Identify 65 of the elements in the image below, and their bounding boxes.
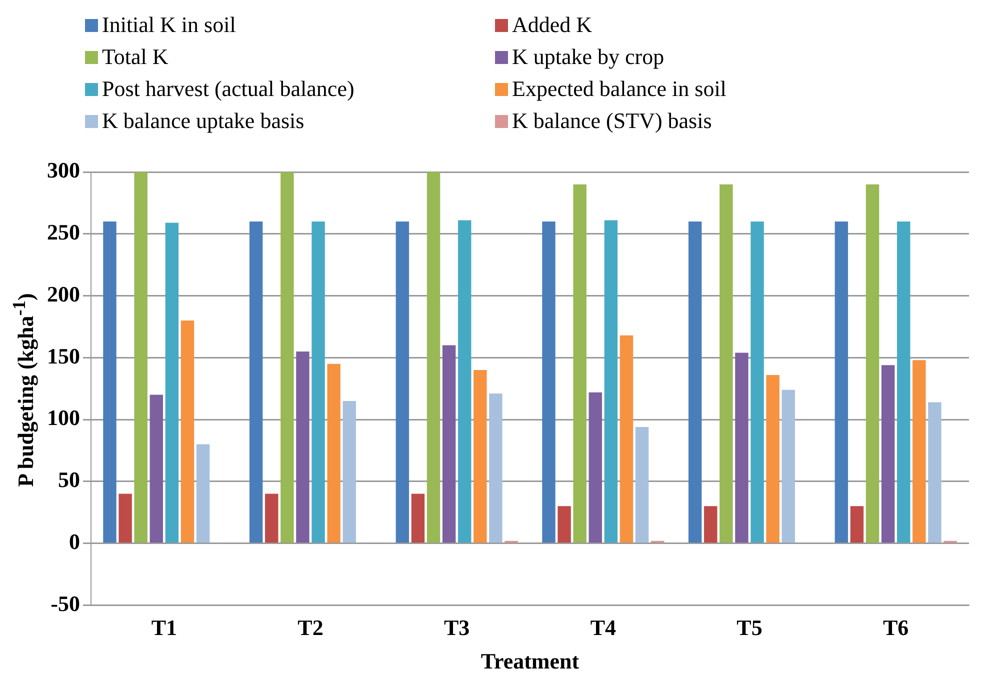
bar xyxy=(542,222,556,543)
bar xyxy=(912,360,926,543)
legend-label: Total K xyxy=(102,44,168,70)
y-tick-label: 100 xyxy=(47,405,80,430)
bar xyxy=(635,426,649,543)
y-tick-label: -50 xyxy=(50,590,80,616)
bar xyxy=(180,320,194,543)
y-tick-label: 150 xyxy=(47,343,80,368)
bar xyxy=(103,222,116,543)
bar xyxy=(897,222,910,543)
bar xyxy=(866,184,880,543)
bar xyxy=(928,402,942,543)
bar xyxy=(396,222,410,543)
bar xyxy=(704,506,718,543)
bar xyxy=(834,222,848,543)
y-tick-label: 50 xyxy=(58,467,80,492)
bar xyxy=(411,494,425,543)
bar xyxy=(750,222,764,543)
bar xyxy=(150,394,163,543)
bar xyxy=(458,220,472,543)
bar xyxy=(620,335,634,543)
bar xyxy=(850,506,864,543)
x-tick-label: T5 xyxy=(736,615,762,640)
bar xyxy=(604,220,618,543)
y-tick-label: 250 xyxy=(47,220,80,245)
bar xyxy=(489,394,502,543)
bar xyxy=(296,351,310,543)
x-tick-label: T4 xyxy=(590,615,616,640)
bar xyxy=(426,172,440,543)
x-tick-label: T1 xyxy=(151,615,178,640)
bar xyxy=(558,506,571,543)
bar xyxy=(118,494,132,543)
bar xyxy=(342,400,356,543)
legend-label: K balance uptake basis xyxy=(102,108,304,134)
bar xyxy=(766,374,780,543)
bar xyxy=(327,364,340,543)
bar xyxy=(720,184,733,543)
legend-label: Added K xyxy=(512,12,592,38)
bar xyxy=(280,172,294,543)
bar xyxy=(249,222,263,543)
bar xyxy=(688,222,702,543)
bar xyxy=(474,370,487,543)
x-axis-title: Treatment xyxy=(480,648,580,674)
bar xyxy=(196,444,210,543)
bar xyxy=(881,365,895,543)
y-tick-label: 300 xyxy=(47,158,80,183)
bar xyxy=(134,172,148,543)
x-tick-label: T2 xyxy=(298,615,324,640)
y-tick-label: 0 xyxy=(69,529,80,554)
bar xyxy=(573,184,586,543)
x-tick-label: T6 xyxy=(882,615,909,640)
legend-label: K uptake by crop xyxy=(512,44,664,70)
x-tick-label: T3 xyxy=(444,615,470,640)
bar xyxy=(442,345,456,543)
bar xyxy=(312,222,325,543)
legend-label: Initial K in soil xyxy=(102,12,236,38)
bar xyxy=(735,352,748,543)
bar xyxy=(265,494,278,543)
bar xyxy=(588,392,602,543)
bar xyxy=(782,390,795,543)
legend-label: K balance (STV) basis xyxy=(512,108,712,134)
legend-label: Expected balance in soil xyxy=(512,76,726,102)
legend-label: Post harvest (actual balance) xyxy=(102,76,354,102)
bar xyxy=(165,222,179,543)
y-tick-label: 200 xyxy=(47,281,80,306)
